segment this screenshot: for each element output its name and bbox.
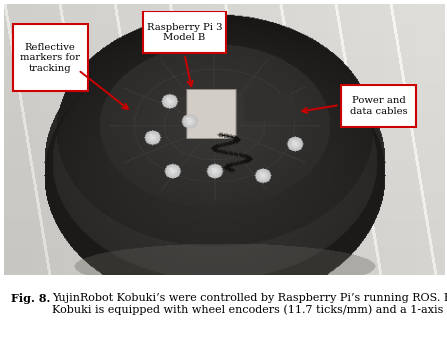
FancyBboxPatch shape bbox=[342, 85, 417, 127]
FancyBboxPatch shape bbox=[13, 24, 88, 91]
Text: YujinRobot Kobuki’s were controlled by Raspberry Pi’s running ROS. Each
Kobuki i: YujinRobot Kobuki’s were controlled by R… bbox=[52, 293, 447, 315]
Text: Fig. 8.: Fig. 8. bbox=[11, 293, 51, 303]
Text: Raspberry Pi 3
Model B: Raspberry Pi 3 Model B bbox=[147, 23, 222, 42]
FancyBboxPatch shape bbox=[143, 11, 226, 53]
Text: Power and
data cables: Power and data cables bbox=[350, 96, 408, 116]
Text: Reflective
markers for
tracking: Reflective markers for tracking bbox=[20, 43, 80, 73]
